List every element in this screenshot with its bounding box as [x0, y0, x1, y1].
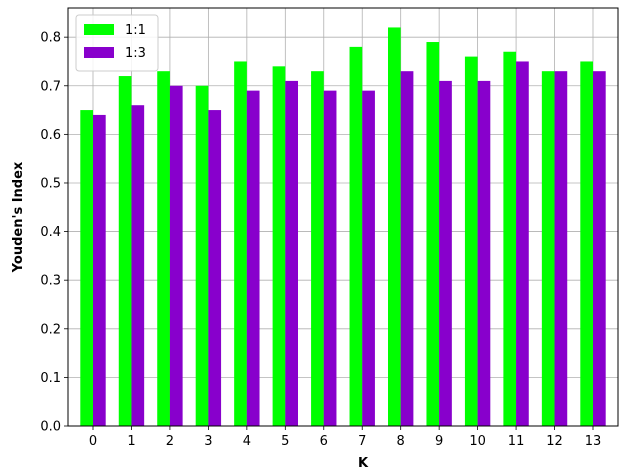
bar-series-1	[80, 110, 93, 427]
y-tick-label: 0.2	[40, 322, 61, 337]
bar-series-1	[464, 56, 478, 427]
bar-series-1	[426, 42, 440, 426]
bar-series-1	[195, 85, 209, 426]
x-tick-label: 2	[166, 434, 174, 449]
bar-series-2	[477, 80, 491, 426]
bar-series-1	[311, 71, 324, 427]
x-tick-label: 0	[89, 434, 97, 449]
y-axis-ticks: 0.0 0.1 0.2 0.3 0.4 0.5 0.6 0.7 0.8	[40, 31, 68, 435]
x-tick-label: 12	[546, 434, 563, 449]
y-tick-label: 0.8	[40, 31, 61, 46]
bar-series-2	[285, 80, 298, 426]
bar-series-2	[554, 71, 568, 427]
x-tick-label: 4	[243, 434, 251, 449]
legend-swatch	[84, 47, 114, 58]
bar-series-1	[157, 71, 170, 427]
bar-series-2	[400, 71, 414, 427]
bar-series-2	[131, 105, 145, 427]
bar-series-1	[541, 71, 555, 427]
bar-series-1	[580, 61, 593, 426]
x-tick-label: 11	[508, 434, 525, 449]
bar-series-2	[439, 80, 452, 426]
bar-series-2	[516, 61, 529, 426]
y-tick-label: 0.5	[40, 176, 61, 191]
plot-frame	[67, 7, 619, 427]
legend-label: 1:1	[125, 23, 146, 38]
legend-swatch	[84, 24, 114, 35]
legend-label: 1:3	[125, 46, 146, 61]
bar-series-2	[362, 90, 375, 427]
x-axis-label: K	[358, 456, 369, 469]
x-axis-ticks: 0 1 2 3 4 5 6 7 8 9 10 11 12 13	[89, 426, 601, 449]
bars	[80, 27, 606, 427]
bar-series-1	[118, 76, 132, 426]
legend: 1:1 1:3	[75, 14, 159, 72]
bar-series-1	[234, 61, 247, 426]
bar-series-2	[246, 90, 260, 427]
bar-series-2	[323, 90, 337, 427]
bar-series-1	[272, 66, 286, 426]
x-tick-label: 6	[320, 434, 328, 449]
x-tick-label: 5	[281, 434, 289, 449]
bar-series-2	[208, 110, 222, 427]
x-tick-label: 7	[358, 434, 366, 449]
x-tick-label: 9	[435, 434, 443, 449]
x-tick-label: 1	[127, 434, 135, 449]
bar-series-2	[93, 114, 106, 426]
bar-series-1	[503, 51, 517, 426]
y-tick-label: 0.1	[40, 371, 61, 386]
y-axis-label: Youden's Index	[11, 161, 26, 273]
y-tick-label: 0.6	[40, 128, 61, 143]
x-tick-label: 13	[585, 434, 602, 449]
bar-series-2	[169, 85, 183, 426]
y-tick-label: 0.3	[40, 274, 61, 289]
y-tick-label: 0.4	[40, 225, 61, 240]
y-tick-label: 0.0	[40, 420, 61, 435]
x-tick-label: 10	[469, 434, 486, 449]
y-tick-label: 0.7	[40, 79, 61, 94]
bar-series-1	[349, 46, 363, 426]
x-tick-label: 3	[204, 434, 212, 449]
bar-series-1	[388, 27, 401, 426]
bar-series-2	[593, 71, 606, 427]
x-tick-label: 8	[397, 434, 405, 449]
